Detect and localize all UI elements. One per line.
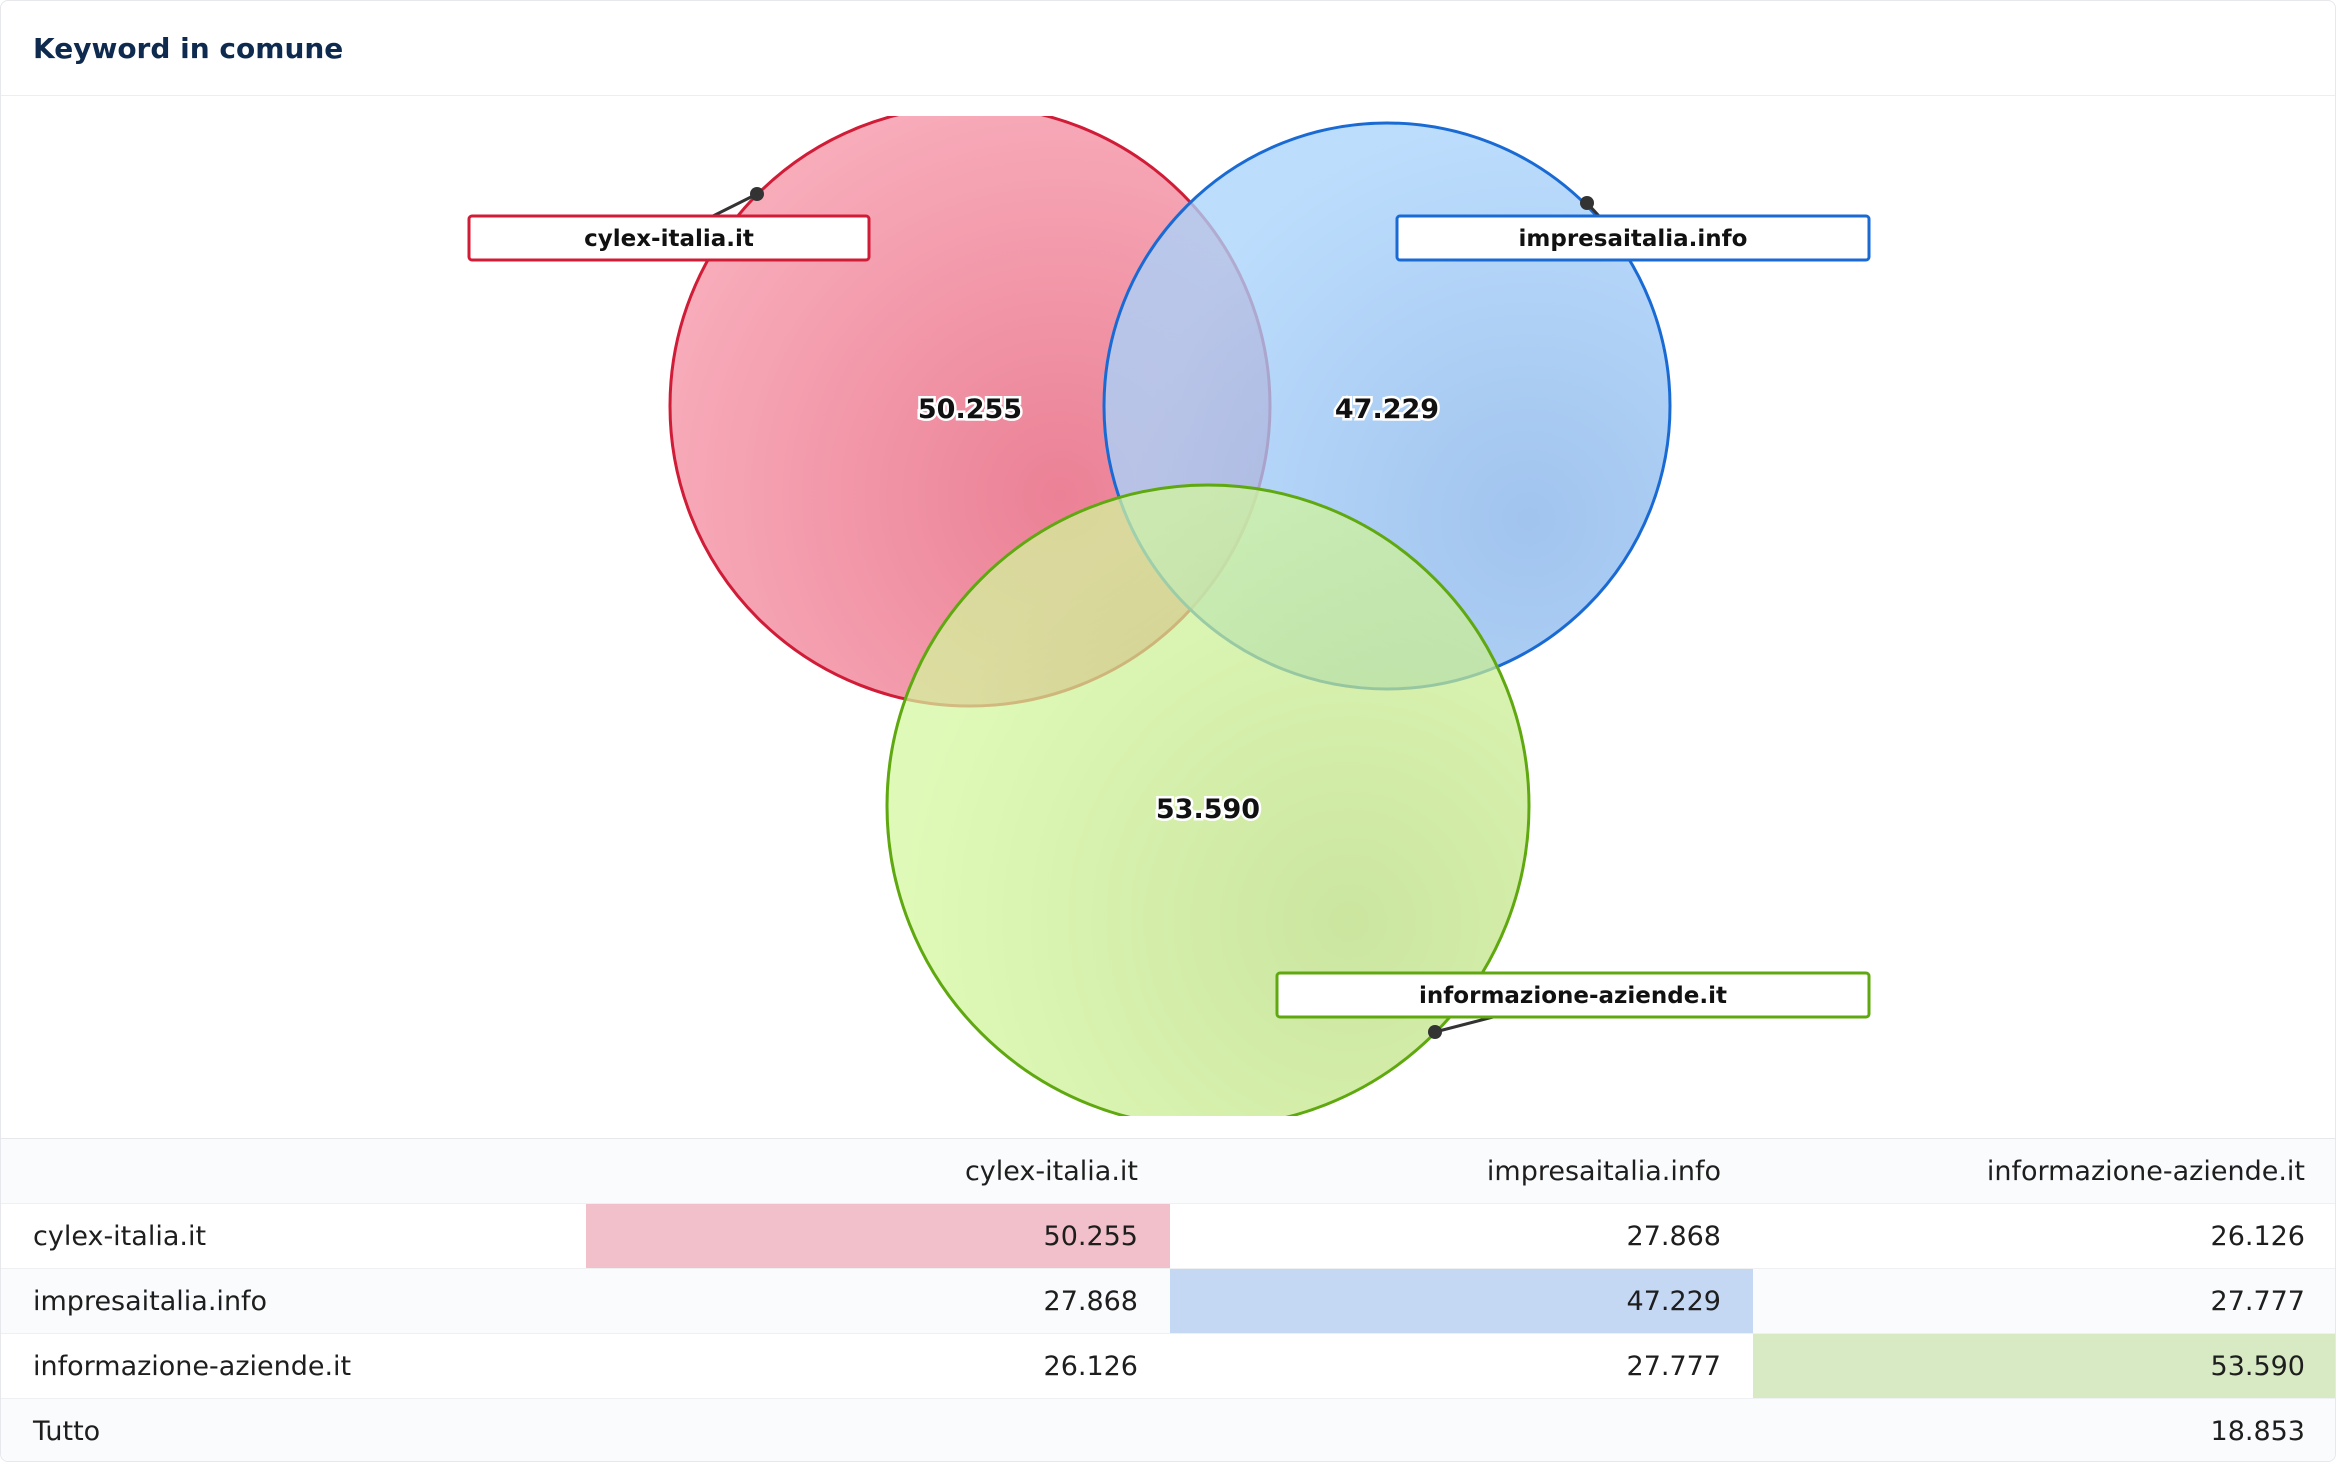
callout-informazione-aziende: informazione-aziende.it [1275,971,1871,1039]
venn-chart-area: 50.255 47.229 53.590 cylex-italia.it imp… [1,96,2335,1138]
callout-impresaitalia: impresaitalia.info [1395,196,1871,262]
set-value-cylex-italia: 50.255 [918,394,1022,425]
table-header-empty [1,1138,586,1204]
card-title: Keyword in comune [33,31,344,65]
set-value-informazione-aziende: 53.590 [1156,794,1260,825]
table-cell: 27.777 [1753,1268,2335,1334]
table-cell: 27.868 [1170,1203,1753,1269]
venn-chart: 50.255 47.229 53.590 cylex-italia.it imp… [467,116,1871,1127]
table-header-impresaitalia[interactable]: impresaitalia.info [1170,1138,1753,1204]
callout-label-informazione-aziende: informazione-aziende.it [1419,983,1727,1009]
table-cell: 50.255 [586,1203,1170,1269]
callout-label-cylex-italia: cylex-italia.it [584,226,754,252]
table-cell: 26.126 [586,1333,1170,1399]
table-cell [586,1398,1170,1461]
table-cell [1170,1398,1753,1461]
table-cell: 18.853 [1753,1398,2335,1461]
table-row: informazione-aziende.it 26.126 27.777 53… [1,1333,2335,1399]
table-header-cylex-italia[interactable]: cylex-italia.it [586,1138,1170,1204]
row-label: Tutto [1,1398,586,1461]
set-circle-informazione-aziende[interactable] [885,483,1531,1127]
table-row: impresaitalia.info 27.868 47.229 27.777 [1,1268,2335,1334]
table-cell: 27.868 [586,1268,1170,1334]
row-label: informazione-aziende.it [1,1333,586,1399]
row-label: cylex-italia.it [1,1203,586,1269]
table-header-row: cylex-italia.it impresaitalia.info infor… [1,1138,2335,1204]
card-header: Keyword in comune [1,1,2335,96]
overlap-table: cylex-italia.it impresaitalia.info infor… [1,1138,2335,1461]
table-cell: 53.590 [1753,1333,2335,1399]
table-cell: 27.777 [1170,1333,1753,1399]
table-cell: 47.229 [1170,1268,1753,1334]
set-value-impresaitalia: 47.229 [1335,394,1439,425]
callout-label-impresaitalia: impresaitalia.info [1519,226,1748,252]
table-header-informazione-aziende[interactable]: informazione-aziende.it [1753,1138,2335,1204]
table-row: cylex-italia.it 50.255 27.868 26.126 [1,1203,2335,1269]
table-row-total: Tutto 18.853 [1,1398,2335,1461]
table-cell: 26.126 [1753,1203,2335,1269]
callout-cylex-italia: cylex-italia.it [467,187,871,262]
row-label: impresaitalia.info [1,1268,586,1334]
